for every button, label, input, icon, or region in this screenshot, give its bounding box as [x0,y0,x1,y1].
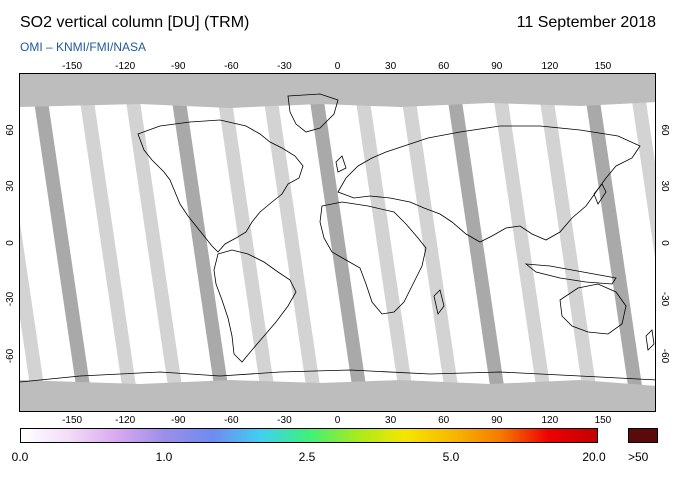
orbit-swath [214,74,278,411]
coastline-indonesia [524,263,617,285]
coastline-madagascar [433,289,445,315]
orbit-swath [352,74,416,411]
colorbar-gradient [21,429,597,442]
lat-tick-left: 60 [5,123,16,136]
orbit-swath [490,74,554,411]
lon-tick-top: 0 [334,61,341,72]
lon-tick-top: 150 [594,61,612,72]
lat-tick-right: -30 [659,291,670,307]
coastline-africa [319,201,427,315]
lon-tick-bottom: -30 [277,415,292,426]
lat-tick-right: -60 [659,348,670,363]
coastline-japan [593,183,607,205]
lon-tick-top: 30 [385,61,397,72]
lon-tick-bottom: 150 [594,415,612,426]
lon-tick-bottom: 90 [491,415,503,426]
lon-tick-top: -120 [115,61,136,72]
lon-tick-top: -30 [277,61,292,72]
colorbar-overflow-label: >50 [628,450,649,464]
polar-no-data [20,74,655,411]
orbit-swath [582,74,646,411]
lat-tick-left: 30 [5,180,16,192]
lon-tick-top: -60 [224,61,239,72]
orbit-swath [444,74,508,411]
lon-tick-bottom: 60 [438,415,450,426]
lon-tick-bottom: 0 [334,415,341,426]
map-date: 11 September 2018 [516,14,656,31]
map-title: SO2 vertical column [DU] (TRM) [20,14,250,31]
lon-tick-bottom: -150 [62,415,83,426]
coastline-south-america [213,249,297,363]
lat-tick-right: 30 [659,180,670,192]
orbit-swath [122,74,186,411]
colorbar-label: 0.0 [11,450,29,464]
lat-tick-right: 0 [659,239,670,246]
colorbar-label: 1.0 [155,450,173,464]
lon-tick-bottom: -120 [115,415,136,426]
coastline-north-america [137,119,304,253]
coastline-uk [335,155,347,173]
world-map [19,73,656,412]
orbit-swath [536,74,600,411]
coastline-new-zealand [645,329,655,351]
coastline-greenland [287,93,339,133]
data-credit: OMI – KNMI/FMI/NASA [20,40,147,54]
orbit-swath [168,74,232,411]
orbit-swath [306,74,370,411]
orbit-swaths [20,74,655,411]
colorbar-label: 5.0 [442,450,460,464]
lon-tick-top: 90 [491,61,503,72]
lat-tick-left: -30 [5,291,16,307]
colorbar [20,428,598,443]
lat-tick-left: -60 [5,348,16,363]
lon-tick-top: -90 [171,61,186,72]
lat-tick-left: 0 [5,239,16,246]
colorbar-label: 2.5 [298,450,316,464]
orbit-swath [30,74,94,411]
orbit-swath [260,74,324,411]
orbit-swath [76,74,140,411]
colorbar-label: 20.0 [582,450,606,464]
orbit-swath [398,74,462,411]
lon-tick-top: -150 [62,61,83,72]
coastline-antarctica [20,369,655,383]
lon-tick-bottom: 120 [541,415,559,426]
lon-tick-top: 120 [541,61,559,72]
lon-tick-bottom: 30 [385,415,397,426]
colorbar-overflow-swatch [628,428,658,443]
lon-tick-top: 60 [438,61,450,72]
coastline-australia [559,283,627,335]
lat-tick-right: 60 [659,123,670,136]
coastlines [20,93,655,383]
orbit-swath [628,74,655,258]
map-svg [20,74,655,411]
lon-tick-bottom: -90 [171,415,186,426]
lon-tick-bottom: -60 [224,415,239,426]
coastline-eurasia [337,125,641,243]
